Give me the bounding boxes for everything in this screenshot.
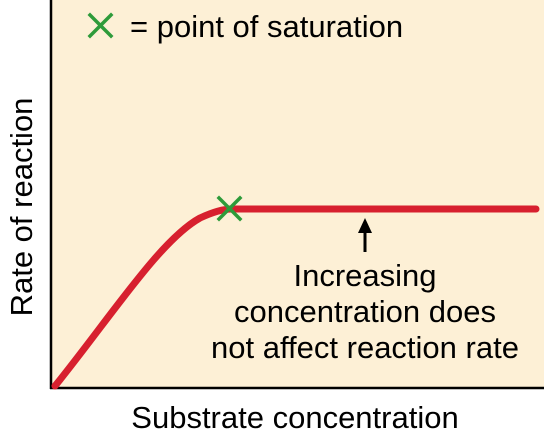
annotation-arrow-icon <box>358 218 372 252</box>
annotation-line-1: Increasing <box>293 258 436 293</box>
plot-background <box>52 0 544 388</box>
legend-x-icon <box>87 12 114 39</box>
annotation-line-3: not affect reaction rate <box>211 330 519 365</box>
saturation-point-marker <box>216 195 243 222</box>
rate-curve <box>51 205 540 390</box>
annotation-line-2: concentration does <box>234 294 496 329</box>
legend-text: = point of saturation <box>130 9 403 44</box>
x-axis-label: Substrate concentration <box>131 400 458 435</box>
y-axis-label: Rate of reaction <box>4 98 39 317</box>
